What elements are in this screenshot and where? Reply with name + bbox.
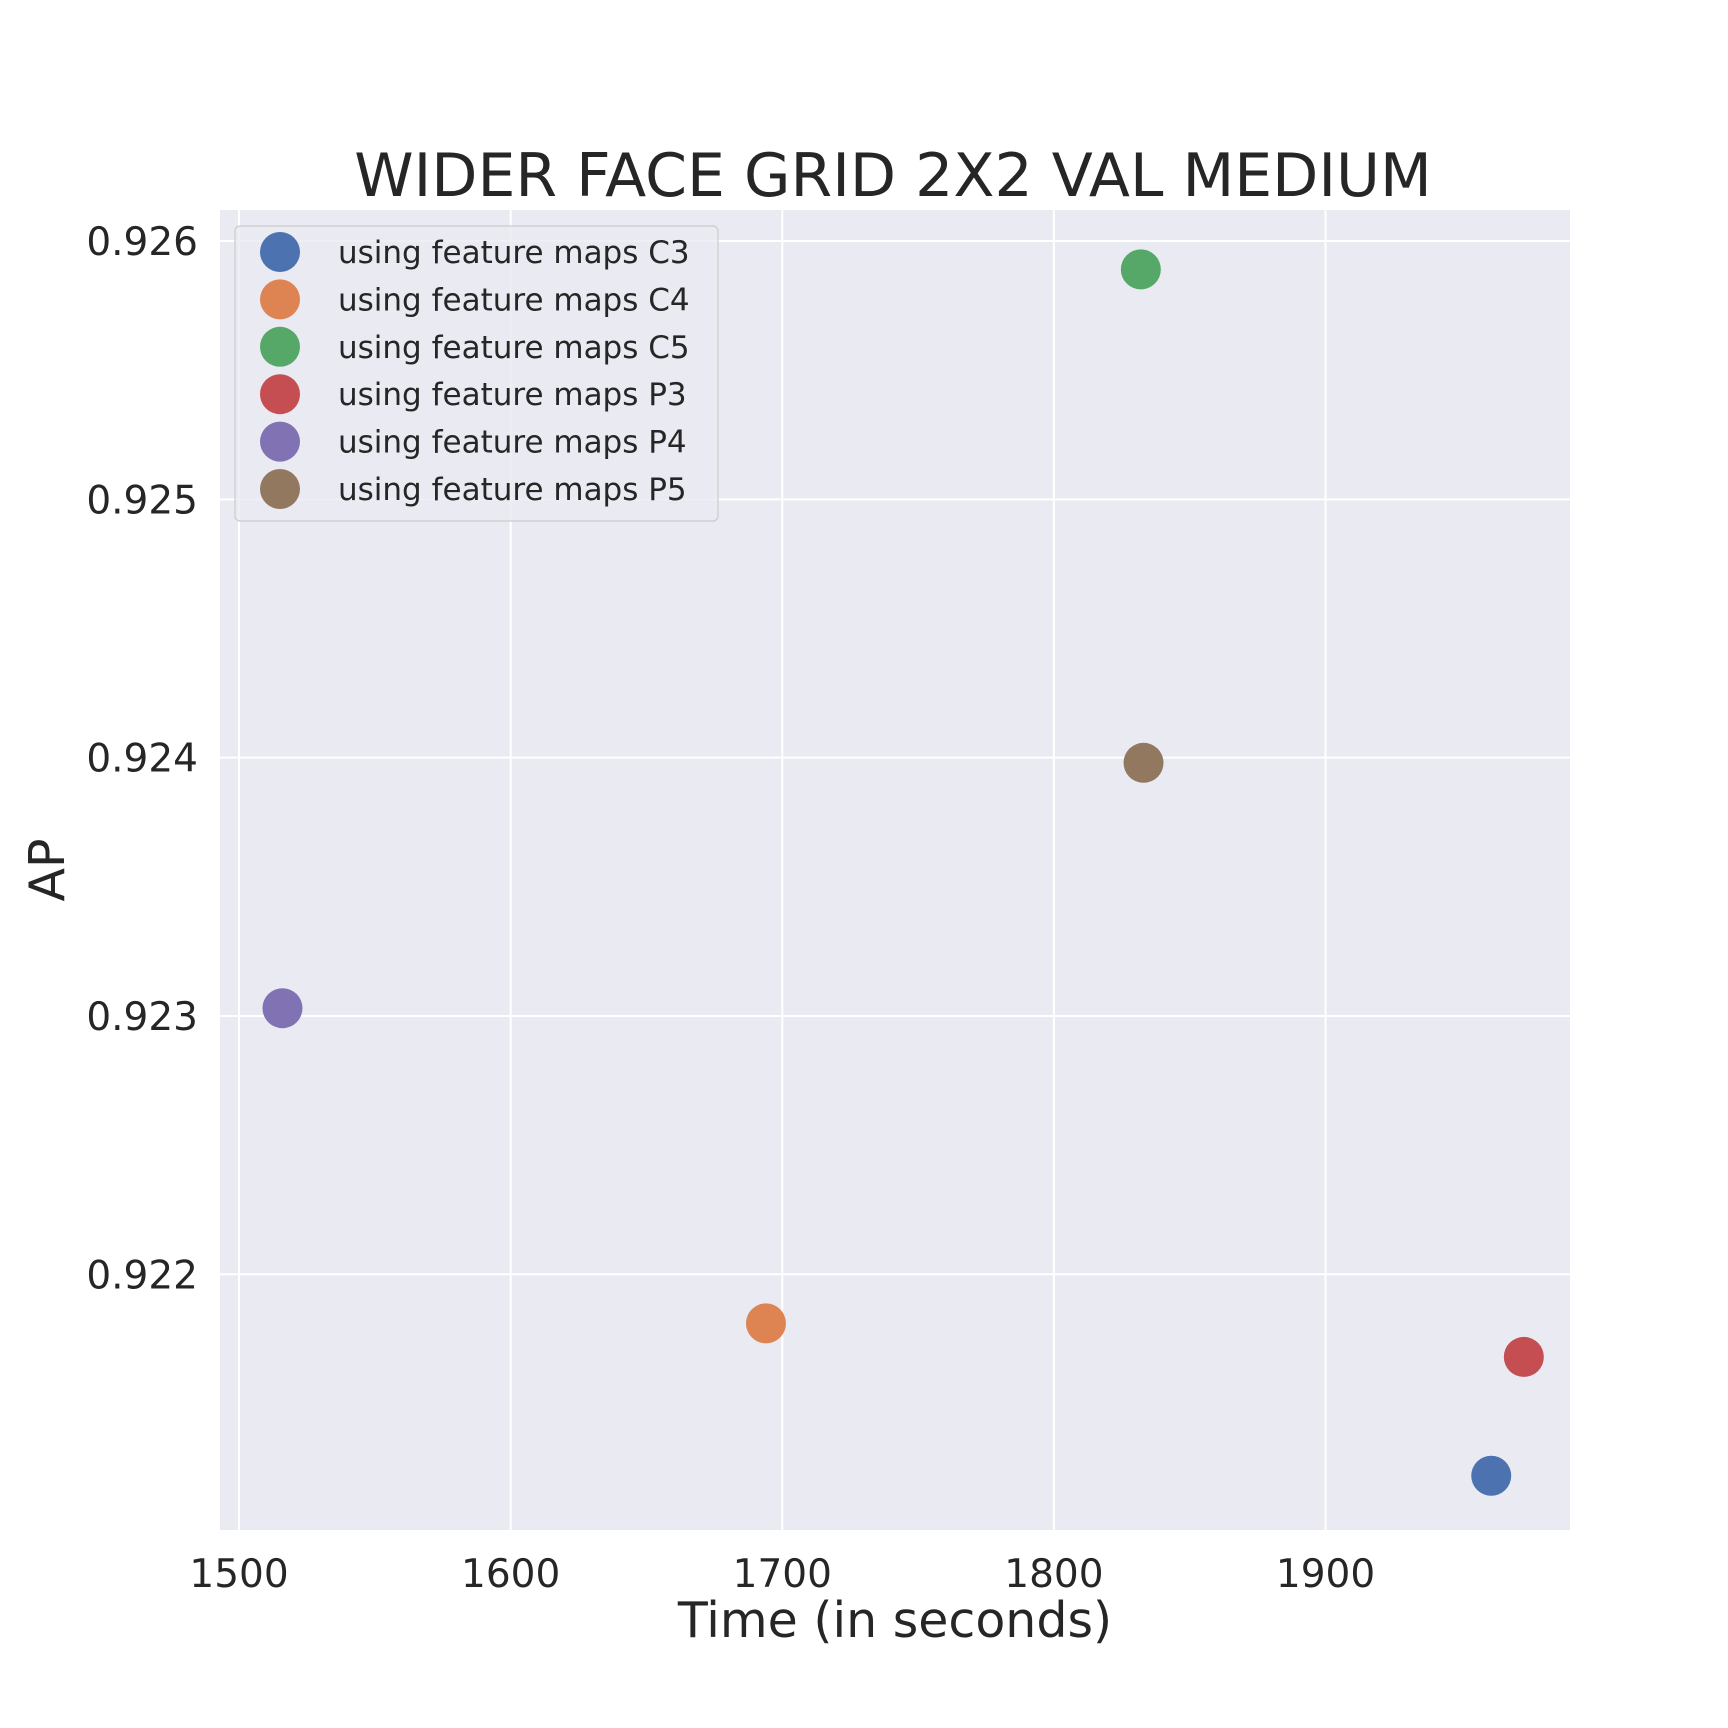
tick-labels: 1500 1600 1700 1800 1900 0.922 0.923 0.924 0.925… bbox=[86, 220, 1375, 1597]
x-tick-label: 1500 bbox=[189, 1552, 288, 1597]
legend-marker bbox=[260, 232, 300, 272]
y-tick-label: 0.926 bbox=[86, 220, 198, 265]
y-tick-label: 0.925 bbox=[86, 478, 198, 523]
y-axis-label: AP bbox=[19, 838, 76, 901]
legend-marker bbox=[260, 469, 300, 509]
legend-marker bbox=[260, 326, 300, 367]
legend-marker bbox=[260, 374, 300, 415]
data-points bbox=[262, 249, 1544, 1496]
y-tick-label: 0.924 bbox=[86, 737, 198, 782]
legend-entry: using feature maps P4 bbox=[338, 425, 687, 461]
legend-entry: using feature maps P3 bbox=[338, 377, 687, 413]
x-tick-label: 1800 bbox=[1004, 1552, 1103, 1597]
data-point bbox=[1120, 249, 1161, 290]
data-point bbox=[262, 988, 303, 1029]
chart-title: WIDER FACE GRID 2X2 VAL MEDIUM bbox=[354, 141, 1431, 211]
x-axis-label: Time (in seconds) bbox=[677, 1592, 1112, 1649]
data-point bbox=[1471, 1455, 1512, 1496]
legend-entry: using feature maps P5 bbox=[338, 472, 687, 508]
legend-box bbox=[234, 225, 719, 522]
legend-entry: using feature maps C4 bbox=[338, 282, 690, 318]
x-tick-label: 1600 bbox=[461, 1552, 560, 1597]
data-point bbox=[1503, 1336, 1544, 1377]
data-point bbox=[745, 1303, 786, 1344]
legend: using feature maps C3 using feature maps … bbox=[234, 225, 719, 522]
y-tick-label: 0.923 bbox=[86, 995, 198, 1040]
x-tick-label: 1700 bbox=[733, 1552, 832, 1597]
legend-entry: using feature maps C3 bbox=[338, 235, 690, 271]
legend-marker bbox=[260, 279, 300, 320]
data-point bbox=[1123, 742, 1164, 783]
x-tick-label: 1900 bbox=[1276, 1552, 1375, 1597]
y-tick-label: 0.922 bbox=[86, 1253, 198, 1298]
legend-marker bbox=[260, 421, 300, 462]
legend-entry: using feature maps C5 bbox=[338, 330, 690, 366]
